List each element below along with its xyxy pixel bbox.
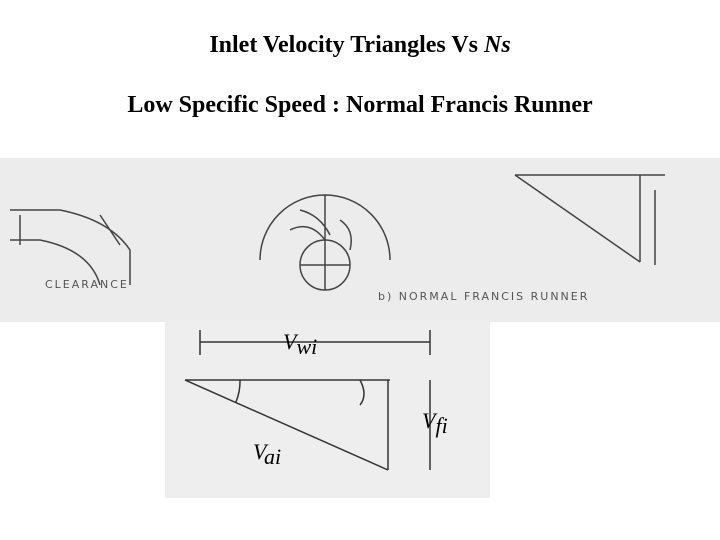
label-sub: fi [435,413,447,438]
scan-label: CLEARANCE [45,278,129,291]
scan-bottom [165,320,490,498]
scan-label: b) NORMAL FRANCIS RUNNER [378,290,589,303]
slide-title: Inlet Velocity Triangles Vs Ns [0,32,720,59]
label-sub: wi [296,334,317,359]
velocity-label: Vai [253,439,281,469]
scan-top [0,158,720,322]
label-sub: ai [264,444,281,469]
title-text: Inlet Velocity Triangles Vs [209,32,478,58]
title-italic: Ns [484,32,511,58]
velocity-label: Vwi [283,329,317,359]
runner-sketch [10,174,665,291]
velocity-triangle [184,330,431,471]
label-main: V [283,329,299,354]
velocity-label: Vfi [422,408,448,438]
label-main: V [422,408,438,433]
slide-subtitle: Low Specific Speed : Normal Francis Runn… [127,92,593,118]
